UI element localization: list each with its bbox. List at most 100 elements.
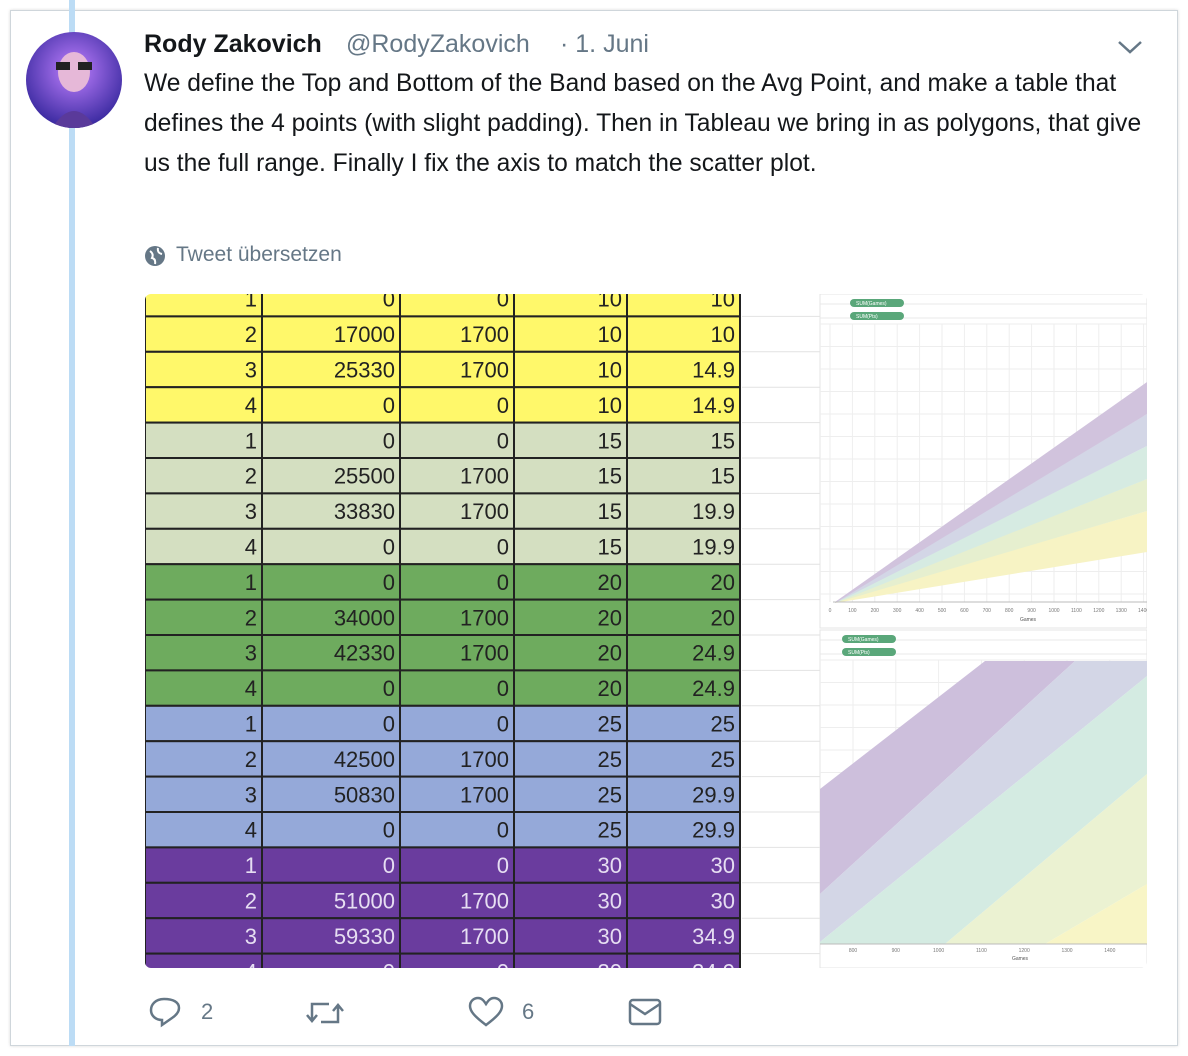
table-cell: 17000 — [334, 322, 395, 347]
table-cell: 0 — [383, 959, 395, 968]
table-cell: 30 — [598, 853, 622, 878]
table-cell: 15 — [598, 499, 622, 524]
table-cell: 0 — [383, 294, 395, 312]
table-row — [145, 527, 741, 566]
x-tick-label: 900 — [1027, 608, 1036, 614]
table-cell: 29.9 — [692, 782, 735, 807]
table-cell: 0 — [497, 712, 509, 737]
retweet-icon[interactable] — [305, 998, 345, 1028]
reply-count[interactable]: 2 — [201, 999, 214, 1024]
message-icon[interactable] — [627, 996, 663, 1028]
table-row — [145, 775, 741, 814]
table-cell: 25 — [598, 747, 622, 772]
table-cell: 15 — [598, 535, 622, 560]
x-tick-label: 900 — [892, 948, 901, 954]
media-image[interactable]: 1 0 0 10 102 17000 1700 10 103 25330 1700 10 14.94 0 0… — [145, 294, 1147, 968]
table-cell: 30 — [598, 959, 622, 968]
table-cell: 1 — [245, 428, 257, 453]
table-cell: 1700 — [460, 924, 509, 949]
x-tick-label: 400 — [915, 608, 924, 614]
x-tick-label: 1300 — [1116, 608, 1127, 614]
table-cell: 15 — [711, 428, 735, 453]
table-cell: 14.9 — [692, 393, 735, 418]
table-cell: 0 — [383, 535, 395, 560]
x-tick-label: 1200 — [1093, 608, 1104, 614]
avatar[interactable] — [26, 32, 122, 128]
table-cell: 24.9 — [692, 676, 735, 701]
table-cell: 30 — [598, 889, 622, 914]
table-cell: 25 — [711, 712, 735, 737]
x-tick-label: 0 — [829, 608, 832, 614]
table-cell: 4 — [245, 676, 257, 701]
x-tick-label: 1200 — [1019, 948, 1030, 954]
x-tick-label: 1300 — [1061, 948, 1072, 954]
shelf-pill — [850, 312, 904, 320]
table-cell: 1700 — [460, 889, 509, 914]
table-cell: 30 — [598, 924, 622, 949]
x-tick-label: 1400 — [1104, 948, 1115, 954]
shelf-pill — [842, 648, 896, 656]
table-cell: 14.9 — [692, 358, 735, 383]
table-row — [145, 740, 741, 778]
table-cell: 33830 — [334, 499, 395, 524]
table-cell: 2 — [245, 605, 257, 630]
table-cell: 0 — [497, 294, 509, 312]
globe-icon[interactable] — [144, 245, 166, 267]
pill-label: SUM(Games) — [848, 637, 879, 643]
table-cell: 10 — [598, 393, 622, 418]
table-row — [145, 634, 741, 672]
table-cell: 0 — [383, 818, 395, 843]
table-cell: 10 — [598, 294, 622, 312]
table-cell: 2 — [245, 747, 257, 772]
author-name[interactable]: Rody Zakovich — [144, 30, 322, 58]
pill-label: SUM(Games) — [856, 301, 887, 307]
table-cell: 10 — [598, 322, 622, 347]
shelf-pill — [842, 635, 896, 643]
table-cell: 25330 — [334, 358, 395, 383]
table-cell: 20 — [598, 676, 622, 701]
table-cell: 50830 — [334, 782, 395, 807]
table-row — [145, 457, 741, 495]
table-cell: 0 — [497, 959, 509, 968]
table-cell: 0 — [383, 853, 395, 878]
table-cell: 24.9 — [692, 641, 735, 666]
table-row — [145, 598, 741, 637]
table-cell: 34000 — [334, 605, 395, 630]
table-cell: 1700 — [460, 464, 509, 489]
table-cell: 20 — [598, 641, 622, 666]
table-row — [145, 917, 741, 955]
menu-chevron[interactable] — [1117, 38, 1143, 56]
table-row — [145, 846, 741, 884]
translate-link[interactable]: Tweet übersetzen — [176, 243, 342, 266]
table-cell: 10 — [711, 294, 735, 312]
x-tick-label: 700 — [983, 608, 992, 614]
like-count[interactable]: 6 — [522, 999, 535, 1024]
author-handle[interactable]: @RodyZakovich — [346, 30, 530, 58]
table-row — [145, 811, 741, 849]
table-cell: 20 — [598, 570, 622, 595]
table-cell: 59330 — [334, 924, 395, 949]
table-row — [145, 704, 741, 743]
table-row — [145, 421, 741, 460]
reply-icon[interactable] — [148, 996, 184, 1028]
table-cell: 3 — [245, 499, 257, 524]
table-cell: 30 — [711, 889, 735, 914]
table-cell: 29.9 — [692, 818, 735, 843]
shelf-pill — [850, 299, 904, 307]
pill-label: SUM(Pts) — [848, 650, 870, 656]
table-cell: 20 — [711, 570, 735, 595]
table-cell: 1700 — [460, 605, 509, 630]
table-cell: 30 — [711, 853, 735, 878]
table-cell: 0 — [383, 676, 395, 701]
table-cell: 19.9 — [692, 535, 735, 560]
table-cell: 1700 — [460, 747, 509, 772]
table-cell: 42330 — [334, 641, 395, 666]
like-icon[interactable] — [468, 996, 504, 1028]
table-cell: 0 — [497, 676, 509, 701]
table-cell: 1700 — [460, 782, 509, 807]
tweet-date[interactable]: · 1. Juni — [560, 30, 649, 58]
table-cell: 1 — [245, 712, 257, 737]
x-tick-label: 1000 — [1048, 608, 1059, 614]
thread-line — [69, 0, 75, 1046]
